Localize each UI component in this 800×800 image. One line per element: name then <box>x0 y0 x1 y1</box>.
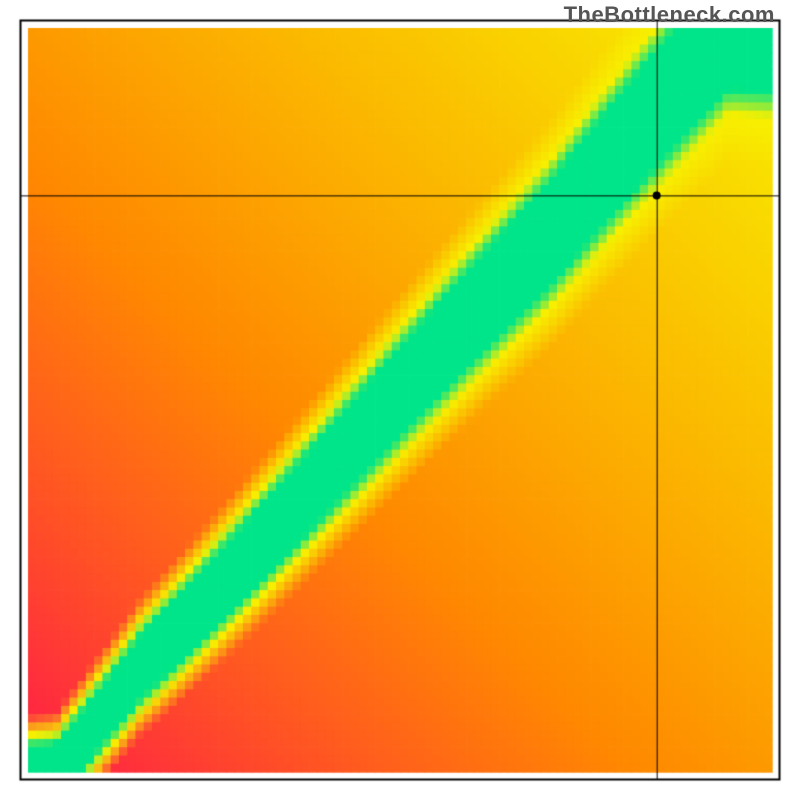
bottleneck-heatmap <box>0 0 800 800</box>
chart-container: TheBottleneck.com <box>0 0 800 800</box>
watermark-text: TheBottleneck.com <box>564 2 775 28</box>
